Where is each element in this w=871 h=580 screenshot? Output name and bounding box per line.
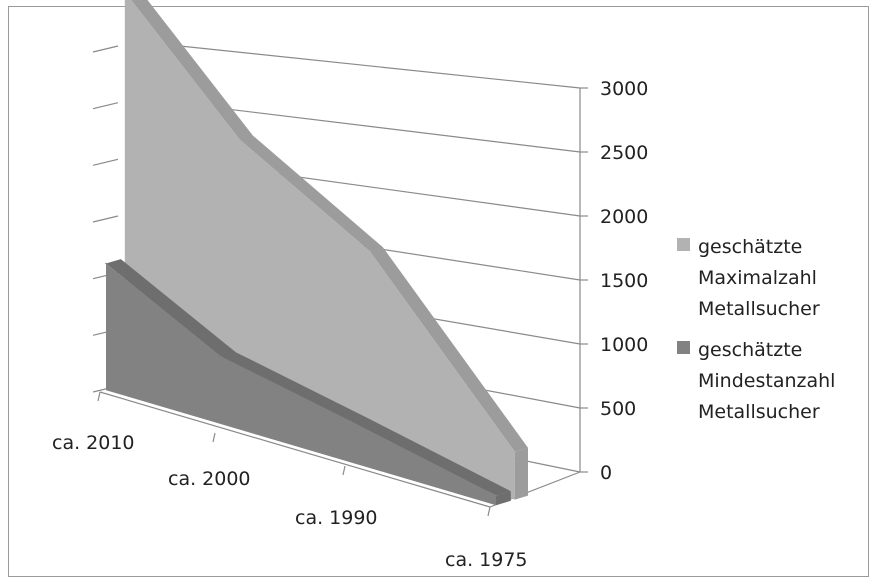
x-tick-label: ca. 1990 [295,507,378,529]
legend-label: Maximalzahl [698,267,817,289]
legend-label: geschätzte [698,236,802,258]
y-tick-label: 3000 [600,78,648,100]
data-point [350,420,352,423]
x-tick-mark [342,465,346,476]
data-point [495,494,497,497]
x-tick-label: ca. 1975 [445,549,528,571]
y-tick-label: 2500 [600,142,648,164]
depth-tick [92,102,119,110]
legend-label: Mindestanzahl [698,370,835,392]
x-axis-ticks: ca. 2010 ca. 2000 ca. 1990 ca. 1975 [52,391,528,571]
data-point [105,262,107,265]
gridline [141,41,581,89]
y-tick-label: 1500 [600,270,648,292]
y-tick-label: 500 [600,398,636,420]
data-point [369,250,371,253]
legend-label: Metallsucher [698,298,820,320]
legend-swatch [677,238,690,251]
series-min-area [105,259,511,506]
depth-tick [92,45,119,53]
area-top-surface [131,0,528,452]
area-end-face [496,491,511,506]
depth-tick [92,215,119,223]
y-axis-ticks: 0 500 1000 1500 2000 2500 3000 [580,78,648,484]
y-tick-label: 2000 [600,206,648,228]
depth-tick [92,158,119,166]
legend-label: geschätzte [698,339,802,361]
area-end-face [514,447,528,500]
area-front-face [106,263,496,506]
y-tick-label: 1000 [600,334,648,356]
legend-swatch [677,341,690,354]
data-point [220,355,222,358]
area-top-surface [106,259,511,496]
x-tick-mark [212,432,216,443]
legend: geschätzte Maximalzahl Metallsucher geschät… [677,236,835,423]
data-point [514,450,516,453]
data-point [239,138,241,141]
x-tick-mark [487,506,491,517]
x-tick-label: ca. 2000 [168,468,251,490]
x-tick-mark [97,391,101,402]
category-axis-line [99,391,491,508]
x-tick-label: ca. 2010 [52,432,135,454]
y-tick-label: 0 [600,462,612,484]
legend-label: Metallsucher [698,401,820,423]
